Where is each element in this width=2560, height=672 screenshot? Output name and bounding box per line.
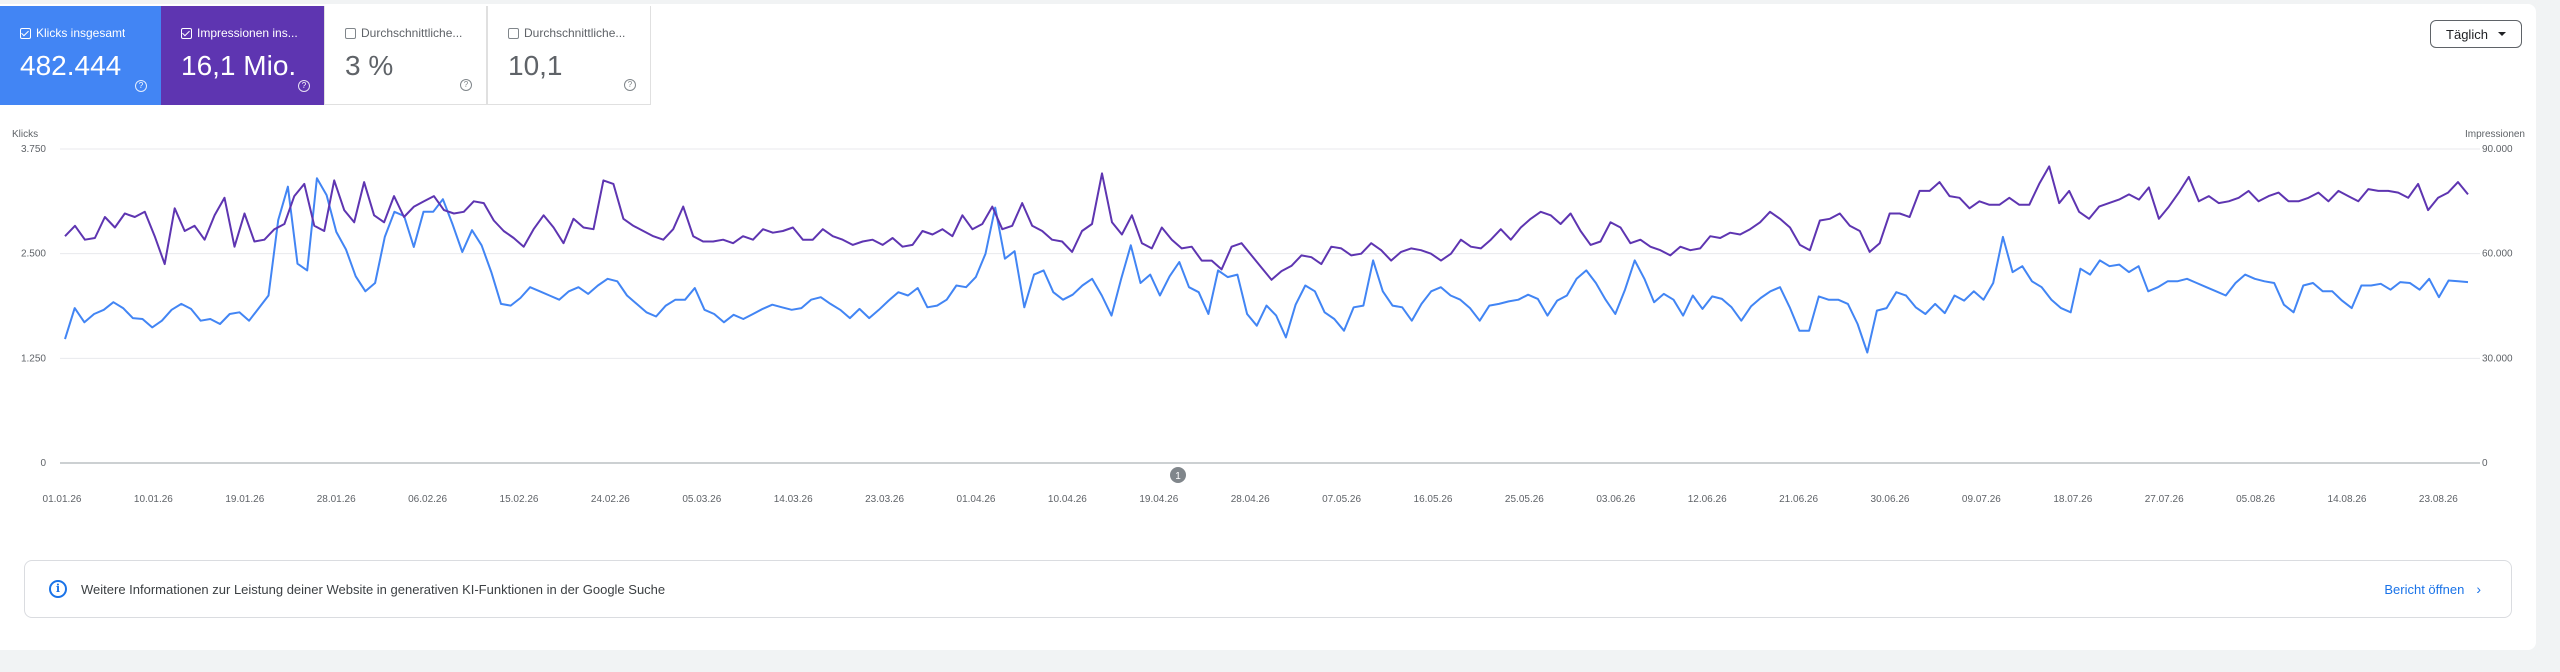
dropdown-label: Täglich — [2446, 26, 2488, 42]
x-tick-label: 07.05.26 — [1322, 494, 1361, 505]
x-tick-label: 24.02.26 — [591, 494, 630, 505]
info-banner: i Weitere Informationen zur Leistung dei… — [24, 560, 2512, 618]
y-right-tick-label: 60.000 — [2482, 249, 2513, 260]
open-report-link[interactable]: Bericht öffnen › — [2384, 581, 2481, 597]
caret-down-icon — [2497, 32, 2506, 36]
x-tick-label: 19.01.26 — [225, 494, 264, 505]
metric-card-average-position[interactable]: Durchschnittliche... 10,1 ? — [487, 6, 651, 105]
metric-card-total-clicks[interactable]: Klicks insgesamt 482.444 ? — [0, 6, 161, 105]
x-tick-label: 10.01.26 — [134, 494, 173, 505]
y-right-axis-title: Impressionen — [2465, 129, 2525, 140]
help-icon[interactable]: ? — [298, 80, 310, 92]
banner-text: Weitere Informationen zur Leistung deine… — [81, 581, 666, 597]
checkbox-checked-icon[interactable] — [181, 27, 192, 39]
checkbox-unchecked-icon[interactable] — [508, 27, 519, 39]
y-left-tick-label: 2.500 — [21, 249, 46, 260]
x-tick-label: 03.06.26 — [1596, 494, 1635, 505]
y-left-tick-label: 0 — [40, 458, 46, 469]
x-tick-label: 16.05.26 — [1414, 494, 1453, 505]
x-tick-label: 27.07.26 — [2145, 494, 2184, 505]
x-tick-label: 30.06.26 — [1871, 494, 1910, 505]
metric-value: 482.444 — [20, 50, 122, 81]
y-right-tick-label: 0 — [2482, 458, 2488, 469]
y-left-axis-title: Klicks — [12, 129, 38, 140]
metric-value: 3 % — [345, 50, 394, 81]
y-left-tick-label: 3.750 — [21, 144, 46, 155]
y-right-tick-label: 90.000 — [2482, 144, 2513, 155]
x-tick-label: 10.04.26 — [1048, 494, 1087, 505]
metric-value: 16,1 Mio. — [181, 50, 297, 81]
x-tick-label: 15.02.26 — [500, 494, 539, 505]
x-tick-label: 28.04.26 — [1231, 494, 1270, 505]
annotation-marker — [1170, 467, 1186, 483]
annotation-label: 1 — [1175, 471, 1181, 482]
series-line-impressions — [64, 165, 2469, 281]
x-tick-label: 06.02.26 — [408, 494, 447, 505]
x-tick-label: 28.01.26 — [317, 494, 356, 505]
metric-card-total-impressions[interactable]: Impressionen ins... 16,1 Mio. ? — [161, 6, 324, 105]
x-tick-label: 09.07.26 — [1962, 494, 2001, 505]
x-tick-label: 05.08.26 — [2236, 494, 2275, 505]
series-line-clicks — [64, 177, 2469, 354]
x-tick-label: 21.06.26 — [1779, 494, 1818, 505]
x-tick-label: 01.04.26 — [957, 494, 996, 505]
help-icon[interactable]: ? — [624, 79, 636, 91]
help-icon[interactable]: ? — [135, 80, 147, 92]
y-left-tick-label: 1.250 — [21, 353, 46, 364]
x-tick-label: 23.08.26 — [2419, 494, 2458, 505]
metric-card-average-ctr[interactable]: Durchschnittliche... 3 % ? — [324, 6, 487, 105]
performance-card — [0, 4, 2536, 650]
info-icon: i — [49, 580, 67, 598]
x-tick-label: 01.01.26 — [43, 494, 82, 505]
open-report-label: Bericht öffnen — [2384, 581, 2465, 597]
x-tick-label: 05.03.26 — [682, 494, 721, 505]
x-tick-label: 18.07.26 — [2053, 494, 2092, 505]
x-tick-label: 14.03.26 — [774, 494, 813, 505]
checkbox-unchecked-icon[interactable] — [345, 27, 356, 39]
y-right-tick-label: 30.000 — [2482, 353, 2513, 364]
checkbox-checked-icon[interactable] — [20, 27, 31, 39]
performance-chart: 0 1.250 2.500 3.750 0 30.000 60.000 90.000 Klick… — [12, 129, 2525, 505]
x-tick-label: 19.04.26 — [1139, 494, 1178, 505]
help-icon[interactable]: ? — [460, 79, 472, 91]
x-tick-label: 23.03.26 — [865, 494, 904, 505]
chevron-right-icon: › — [2476, 581, 2481, 597]
x-tick-label: 12.06.26 — [1688, 494, 1727, 505]
x-tick-label: 14.08.26 — [2328, 494, 2367, 505]
x-tick-label: 25.05.26 — [1505, 494, 1544, 505]
metric-value: 10,1 — [508, 50, 563, 81]
granularity-dropdown[interactable]: Täglich — [2430, 20, 2522, 48]
